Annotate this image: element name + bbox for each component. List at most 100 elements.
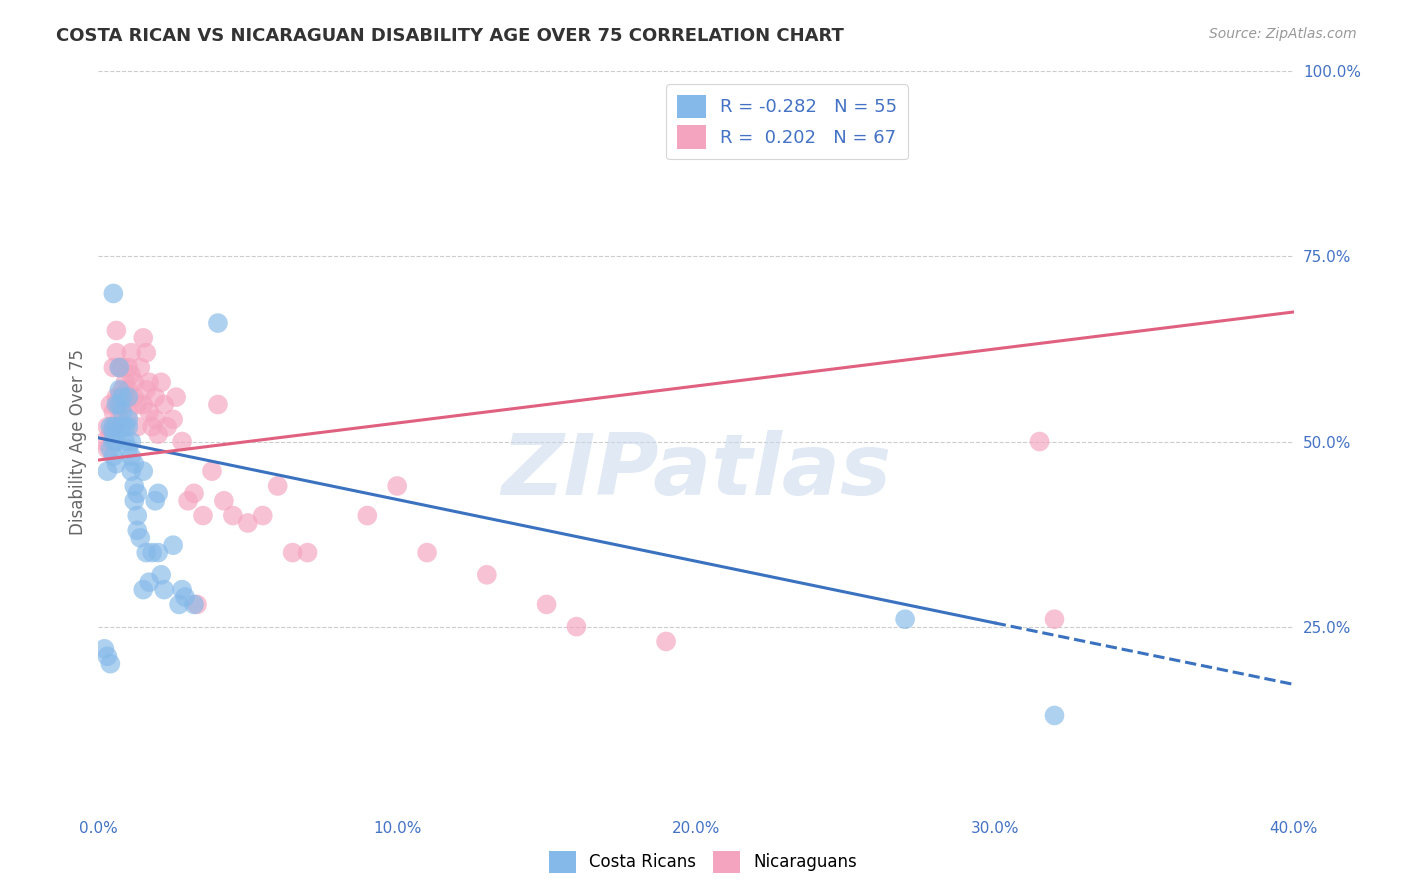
- Point: [111, 390, 134, 404]
- Point: [105, 398, 128, 412]
- Point: [105, 419, 128, 434]
- Point: [127, 508, 149, 523]
- Point: [108, 412, 131, 426]
- Point: [183, 598, 205, 612]
- Point: [117, 412, 139, 426]
- Point: [416, 546, 439, 560]
- Point: [172, 582, 194, 597]
- Point: [105, 390, 128, 404]
- Point: [120, 450, 142, 464]
- Point: [103, 450, 125, 464]
- Point: [103, 419, 125, 434]
- Point: [127, 398, 149, 412]
- Point: [162, 412, 184, 426]
- Point: [117, 383, 139, 397]
- Point: [98, 419, 122, 434]
- Point: [153, 398, 176, 412]
- Point: [201, 464, 224, 478]
- Point: [103, 405, 125, 419]
- Point: [120, 368, 142, 382]
- Point: [114, 376, 136, 390]
- Point: [108, 360, 131, 375]
- Point: [536, 598, 558, 612]
- Point: [105, 324, 128, 338]
- Point: [105, 457, 128, 471]
- Point: [167, 598, 190, 612]
- Point: [191, 508, 214, 523]
- Point: [475, 567, 498, 582]
- Point: [177, 493, 200, 508]
- Point: [150, 376, 173, 390]
- Point: [103, 427, 125, 442]
- Point: [96, 649, 118, 664]
- Text: Source: ZipAtlas.com: Source: ZipAtlas.com: [1209, 27, 1357, 41]
- Point: [385, 479, 409, 493]
- Point: [141, 546, 163, 560]
- Point: [120, 345, 142, 359]
- Point: [267, 479, 290, 493]
- Point: [124, 390, 146, 404]
- Point: [212, 493, 235, 508]
- Point: [129, 360, 152, 375]
- Point: [114, 390, 136, 404]
- Y-axis label: Disability Age Over 75: Disability Age Over 75: [69, 349, 87, 534]
- Point: [356, 508, 378, 523]
- Point: [124, 479, 146, 493]
- Point: [105, 345, 128, 359]
- Point: [174, 590, 197, 604]
- Point: [1043, 708, 1066, 723]
- Point: [96, 419, 118, 434]
- Point: [135, 383, 157, 397]
- Point: [98, 398, 122, 412]
- Point: [111, 419, 134, 434]
- Point: [143, 390, 166, 404]
- Point: [120, 464, 142, 478]
- Point: [127, 419, 149, 434]
- Legend: Costa Ricans, Nicaraguans: Costa Ricans, Nicaraguans: [543, 845, 863, 880]
- Point: [162, 538, 184, 552]
- Point: [150, 567, 173, 582]
- Point: [156, 419, 179, 434]
- Point: [135, 546, 157, 560]
- Point: [127, 524, 149, 538]
- Point: [165, 390, 187, 404]
- Point: [105, 434, 128, 449]
- Point: [143, 412, 166, 426]
- Point: [281, 546, 304, 560]
- Point: [120, 434, 142, 449]
- Point: [186, 598, 208, 612]
- Point: [172, 434, 194, 449]
- Point: [132, 331, 155, 345]
- Point: [124, 376, 146, 390]
- Point: [135, 345, 157, 359]
- Text: ZIPatlas: ZIPatlas: [501, 430, 891, 513]
- Point: [96, 442, 118, 456]
- Point: [108, 398, 131, 412]
- Point: [108, 383, 131, 397]
- Point: [111, 360, 134, 375]
- Point: [222, 508, 245, 523]
- Point: [141, 419, 163, 434]
- Point: [117, 405, 139, 419]
- Point: [114, 434, 136, 449]
- Point: [111, 398, 134, 412]
- Point: [132, 464, 155, 478]
- Point: [117, 360, 139, 375]
- Point: [252, 508, 274, 523]
- Text: COSTA RICAN VS NICARAGUAN DISABILITY AGE OVER 75 CORRELATION CHART: COSTA RICAN VS NICARAGUAN DISABILITY AGE…: [56, 27, 844, 45]
- Point: [565, 619, 588, 633]
- Point: [129, 531, 152, 545]
- Point: [148, 427, 170, 442]
- Point: [132, 582, 155, 597]
- Point: [98, 657, 122, 671]
- Point: [103, 434, 125, 449]
- Point: [111, 383, 134, 397]
- Point: [96, 464, 118, 478]
- Point: [143, 493, 166, 508]
- Point: [297, 546, 319, 560]
- Point: [183, 486, 205, 500]
- Point: [117, 419, 139, 434]
- Point: [117, 442, 139, 456]
- Point: [148, 546, 170, 560]
- Point: [103, 360, 125, 375]
